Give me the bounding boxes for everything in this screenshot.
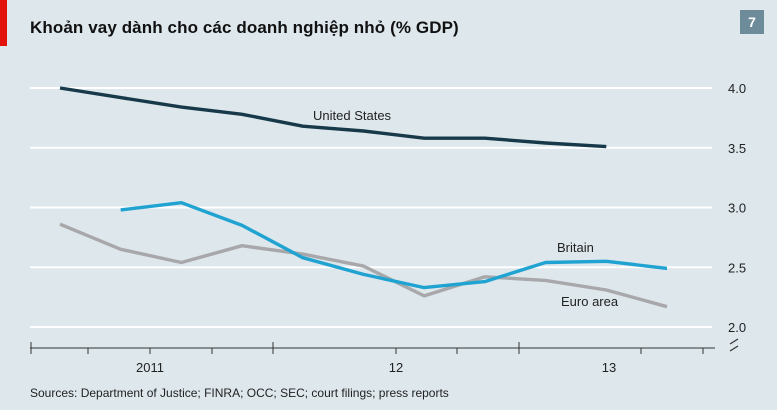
y-tick-label: 4.0: [728, 81, 746, 96]
x-axis: [30, 338, 739, 354]
series-line-united-states: [59, 86, 607, 149]
series-labels: United States Britain Euro area: [313, 108, 619, 309]
y-tick-label: 2.0: [728, 320, 746, 335]
series-lines: [59, 86, 668, 309]
axis-break-stroke: [729, 345, 739, 352]
x-tick-label: 13: [602, 360, 616, 375]
x-tick-label: 12: [389, 360, 403, 375]
y-tick-label: 3.0: [728, 201, 746, 216]
brand-tab: [0, 0, 7, 46]
chart-title: Khoản vay dành cho các doanh nghiệp nhỏ …: [30, 18, 459, 37]
series-line-britain: [120, 200, 668, 290]
series-line-euro-area: [59, 222, 668, 309]
source-note: Sources: Department of Justice; FINRA; O…: [30, 386, 449, 400]
y-tick-label: 2.5: [728, 260, 746, 275]
series-label-united-states: United States: [313, 108, 392, 123]
y-axis-labels: 2.0 2.5 3.0 3.5 4.0: [728, 81, 746, 335]
x-tick-label: 2011: [136, 360, 164, 375]
chart-number-badge: 7: [740, 10, 764, 34]
x-axis-labels: 2011 12 13: [136, 360, 616, 375]
axis-break-mark: [729, 338, 739, 352]
series-label-euro-area: Euro area: [561, 294, 619, 309]
axis-break-stroke: [729, 338, 739, 345]
y-tick-label: 3.5: [728, 141, 746, 156]
series-label-britain: Britain: [557, 240, 594, 255]
